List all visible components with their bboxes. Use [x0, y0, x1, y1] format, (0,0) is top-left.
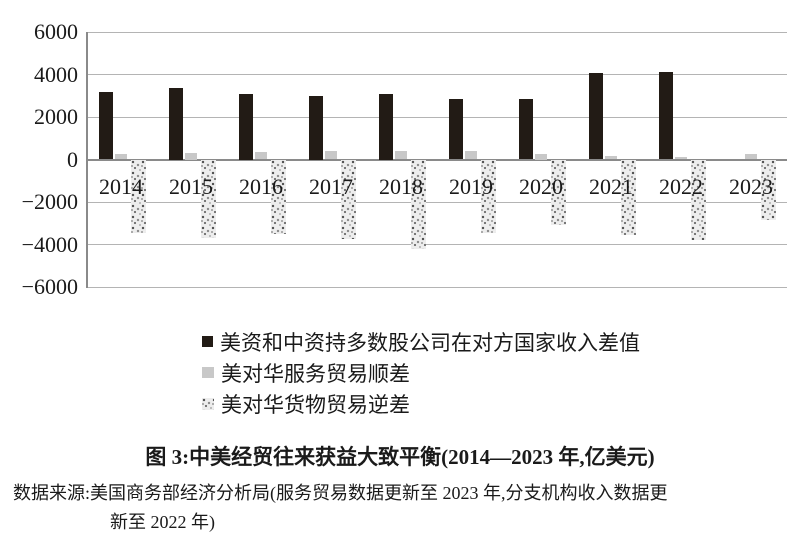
bar-2021-series2: [605, 155, 617, 160]
y-tick-label: 2000: [34, 104, 78, 129]
figure-caption: 图 3:中美经贸往来获益大致平衡(2014—2023 年,亿美元): [145, 445, 655, 469]
x-axis-label: 2014: [99, 174, 143, 199]
speckled-square-marker-icon: [202, 397, 214, 410]
gridline: [86, 74, 787, 75]
bar-2015-series2: [185, 153, 197, 160]
bar-2014-series3: [131, 159, 146, 233]
bar-2019-series1: [449, 99, 463, 160]
plot-area: 6000 4000 2000 0 −2000 −4000 −6000 2014 2015 2016…: [21, 19, 787, 299]
bar-2018-series1: [379, 93, 393, 160]
x-axis-label: 2019: [449, 174, 493, 199]
bar-2020-series1: [519, 98, 533, 160]
legend-label-services-surplus: 美对华服务贸易顺差: [221, 361, 410, 386]
bar-2018-series3: [411, 159, 426, 249]
bar-2017-series3: [341, 159, 356, 240]
black-square-marker-icon: [202, 336, 213, 347]
bar-2014-series1: [99, 92, 113, 160]
y-tick-label: −2000: [21, 189, 78, 214]
data-source-line1: 数据来源:美国商务部经济分析局(服务贸易数据更新至 2023 年,分支机构收入数…: [13, 483, 668, 503]
gray-square-marker-icon: [202, 367, 214, 378]
bar-2019-series3: [481, 159, 496, 233]
legend-label-income-gap: 美资和中资持多数股公司在对方国家收入差值: [220, 330, 640, 355]
bar-2022-series2: [675, 156, 687, 160]
legend-item-income-gap: 美资和中资持多数股公司在对方国家收入差值: [202, 329, 640, 355]
y-axis-line: [86, 32, 88, 288]
x-axis-label: 2023: [729, 174, 773, 199]
x-axis-label: 2016: [239, 174, 283, 199]
bar-2017-series2: [325, 151, 337, 160]
y-tick-label: −4000: [21, 231, 78, 257]
bar-2014-series2: [115, 153, 127, 160]
x-axis-label: 2015: [169, 174, 213, 199]
chart-legend: 美资和中资持多数股公司在对方国家收入差值 美对华服务贸易顺差 美对华货物贸易逆差: [202, 329, 640, 417]
bar-2015-series1: [169, 88, 183, 160]
bar-2021-series1: [589, 73, 603, 160]
bar-2016-series3: [271, 159, 286, 234]
y-tick-label: −6000: [21, 274, 78, 299]
bar-2023-series3: [761, 159, 776, 221]
x-axis-label: 2017: [309, 174, 353, 199]
x-axis-label: 2022: [659, 174, 703, 199]
bar-2016-series2: [255, 151, 267, 160]
y-tick-label: 0: [67, 146, 78, 172]
x-axis-label: 2021: [589, 174, 633, 199]
gridline: [86, 31, 787, 33]
y-tick-label: 4000: [34, 61, 78, 87]
gridline: [86, 244, 787, 245]
legend-item-services-surplus: 美对华服务贸易顺差: [202, 360, 640, 386]
y-tick-label: 6000: [34, 19, 78, 44]
bar-2023-series2: [745, 153, 757, 160]
bar-2020-series3: [551, 159, 566, 226]
data-source: 数据来源:美国商务部经济分析局(服务贸易数据更新至 2023 年,分支机构收入数…: [13, 479, 795, 537]
data-source-line2: 新至 2022 年): [110, 512, 215, 532]
bar-2022-series3: [691, 159, 706, 241]
legend-label-goods-deficit: 美对华货物贸易逆差: [221, 392, 410, 417]
bar-2018-series2: [395, 151, 407, 160]
x-axis-line: [86, 158, 787, 161]
x-axis-label: 2018: [379, 174, 423, 199]
bar-2015-series3: [201, 159, 216, 239]
bar-2021-series3: [621, 159, 636, 235]
legend-item-goods-deficit: 美对华货物贸易逆差: [202, 391, 640, 417]
bar-2016-series1: [239, 93, 253, 160]
bar-2019-series2: [465, 151, 477, 160]
gridline: [86, 201, 787, 203]
gridline: [86, 116, 787, 118]
bar-2017-series1: [309, 95, 323, 160]
bar-2020-series2: [535, 154, 547, 160]
x-axis-label: 2020: [519, 174, 563, 199]
gridline: [86, 286, 787, 288]
bar-2022-series1: [659, 71, 673, 160]
